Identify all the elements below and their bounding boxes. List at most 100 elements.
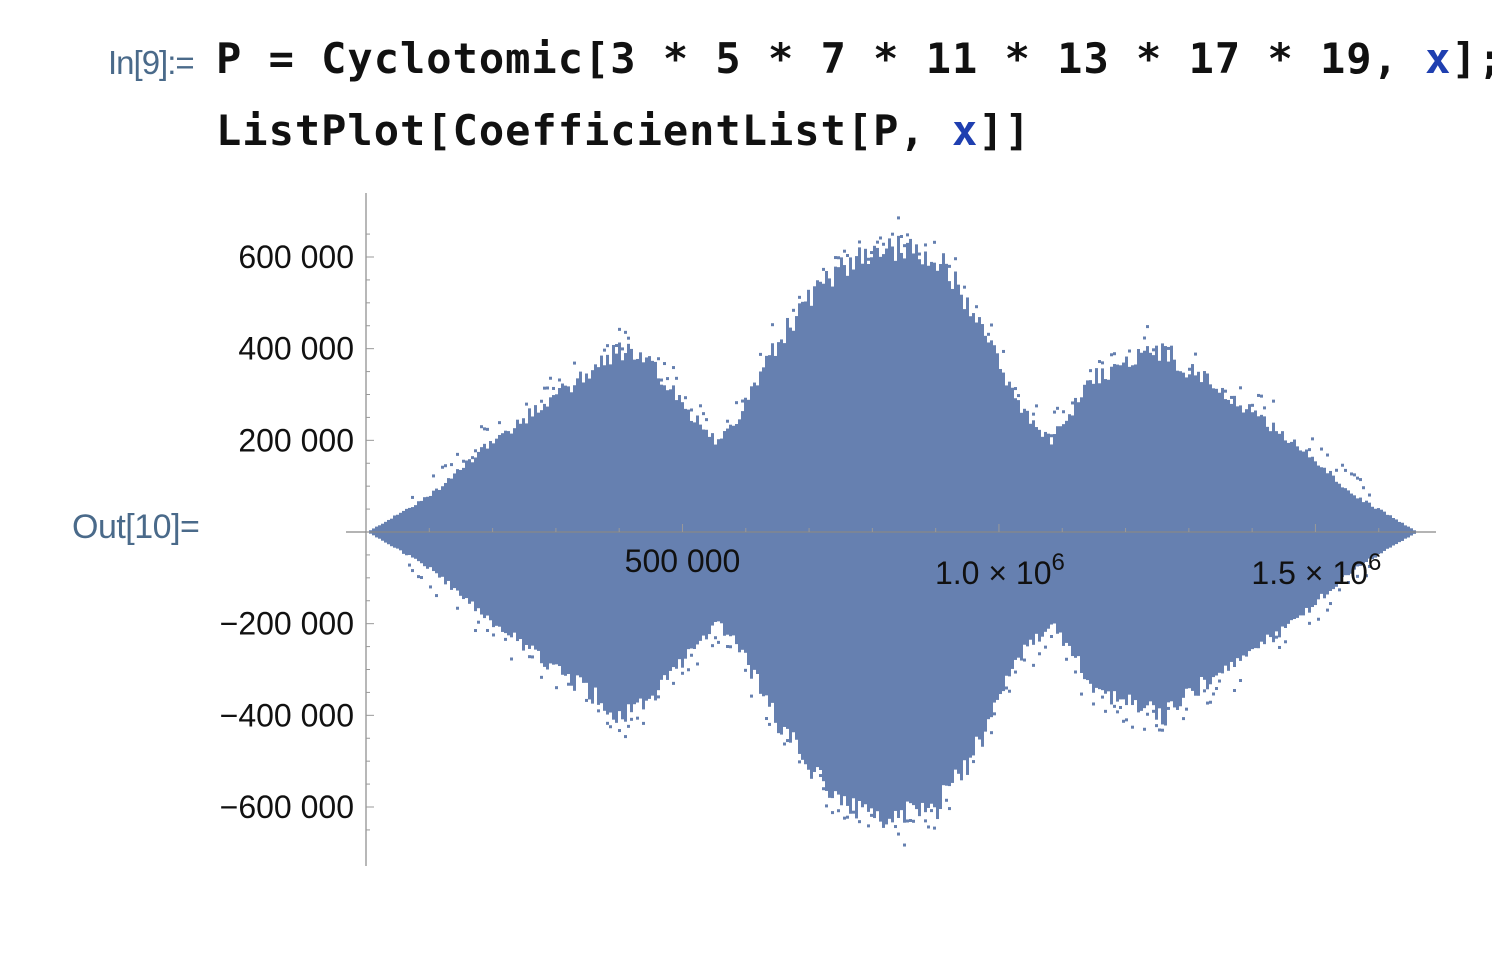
- data-column: [630, 348, 633, 713]
- data-column: [1161, 343, 1164, 725]
- data-point: [1143, 336, 1146, 340]
- data-point: [948, 264, 951, 268]
- data-column: [957, 284, 960, 774]
- input-code-line-2[interactable]: ListPlot[CoefficientList[P, x]]: [216, 106, 1031, 155]
- data-column: [663, 385, 666, 676]
- data-column: [1314, 461, 1317, 606]
- data-column: [1155, 345, 1158, 720]
- data-column: [768, 355, 771, 707]
- data-point: [618, 729, 621, 733]
- data-column: [1326, 473, 1329, 595]
- data-column: [456, 469, 459, 591]
- data-column: [741, 411, 744, 650]
- data-column: [435, 488, 438, 574]
- data-point: [909, 818, 912, 822]
- data-column: [771, 343, 774, 703]
- data-column: [1149, 352, 1152, 702]
- data-point: [477, 620, 480, 624]
- data-point: [1347, 581, 1350, 585]
- data-column: [1116, 364, 1119, 702]
- data-point: [897, 216, 900, 220]
- input-code-line-1[interactable]: P = Cyclotomic[3 * 5 * 7 * 11 * 13 * 17 …: [216, 34, 1492, 83]
- data-point: [765, 717, 768, 721]
- data-column: [1239, 405, 1242, 661]
- data-point: [1353, 473, 1356, 477]
- data-column: [846, 275, 849, 806]
- data-column: [666, 390, 669, 680]
- data-point: [822, 267, 825, 271]
- data-column: [510, 433, 513, 638]
- data-column: [831, 286, 834, 799]
- x-tick-label: 500 000: [625, 543, 741, 579]
- data-column: [927, 265, 930, 808]
- data-column: [1143, 350, 1146, 709]
- data-column: [669, 389, 672, 671]
- data-point: [1074, 670, 1077, 674]
- data-column: [720, 438, 723, 624]
- data-point: [1167, 346, 1170, 350]
- data-column: [984, 335, 987, 732]
- data-column: [1014, 398, 1017, 660]
- data-point: [1122, 719, 1125, 723]
- data-column: [879, 256, 882, 822]
- x-tick-label: 1.0 × 106: [935, 549, 1065, 591]
- data-point: [1050, 434, 1053, 438]
- data-column: [1092, 383, 1095, 693]
- data-point: [834, 256, 837, 260]
- data-point: [1032, 663, 1035, 667]
- data-column: [675, 400, 678, 669]
- data-column: [585, 373, 588, 683]
- data-column: [1131, 365, 1134, 706]
- data-column: [417, 501, 420, 562]
- data-column: [1260, 414, 1263, 642]
- data-column: [615, 353, 618, 723]
- data-point: [432, 474, 435, 478]
- data-column: [765, 355, 768, 696]
- output-cell-label: Out[10]=: [72, 508, 200, 546]
- data-point: [552, 386, 555, 390]
- data-point: [627, 724, 630, 728]
- data-column: [1128, 366, 1131, 695]
- data-point: [1146, 325, 1149, 329]
- data-column: [1068, 414, 1071, 646]
- data-column: [843, 265, 846, 797]
- data-point: [1359, 478, 1362, 482]
- data-point: [417, 575, 420, 579]
- data-column: [981, 324, 984, 747]
- data-column: [591, 370, 594, 704]
- code-text: ];: [1451, 34, 1492, 83]
- data-point: [699, 404, 702, 408]
- data-column: [540, 410, 543, 664]
- data-point: [525, 402, 528, 406]
- data-column: [963, 309, 966, 761]
- data-column: [459, 469, 462, 596]
- data-point: [474, 629, 477, 633]
- data-point: [1092, 702, 1095, 706]
- data-point: [1194, 352, 1197, 356]
- data-point: [690, 408, 693, 412]
- data-column: [546, 406, 549, 670]
- data-point: [954, 257, 957, 261]
- data-column: [1248, 404, 1251, 652]
- data-column: [867, 264, 870, 812]
- data-column: [657, 378, 660, 691]
- data-point: [741, 399, 744, 403]
- data-column: [567, 386, 570, 675]
- data-point: [993, 712, 996, 716]
- data-point: [429, 585, 432, 589]
- data-column: [1263, 416, 1266, 645]
- data-point: [963, 285, 966, 289]
- data-point: [924, 243, 927, 247]
- data-point: [1308, 448, 1311, 452]
- data-column: [780, 339, 783, 735]
- data-column: [1173, 359, 1176, 708]
- data-point: [1125, 718, 1128, 722]
- data-column: [1320, 467, 1323, 594]
- y-tick-label: 200 000: [238, 422, 354, 458]
- data-column: [966, 297, 969, 775]
- data-point: [870, 251, 873, 255]
- data-point: [1188, 367, 1191, 371]
- data-column: [939, 264, 942, 810]
- data-point: [1224, 389, 1227, 393]
- data-point: [783, 742, 786, 746]
